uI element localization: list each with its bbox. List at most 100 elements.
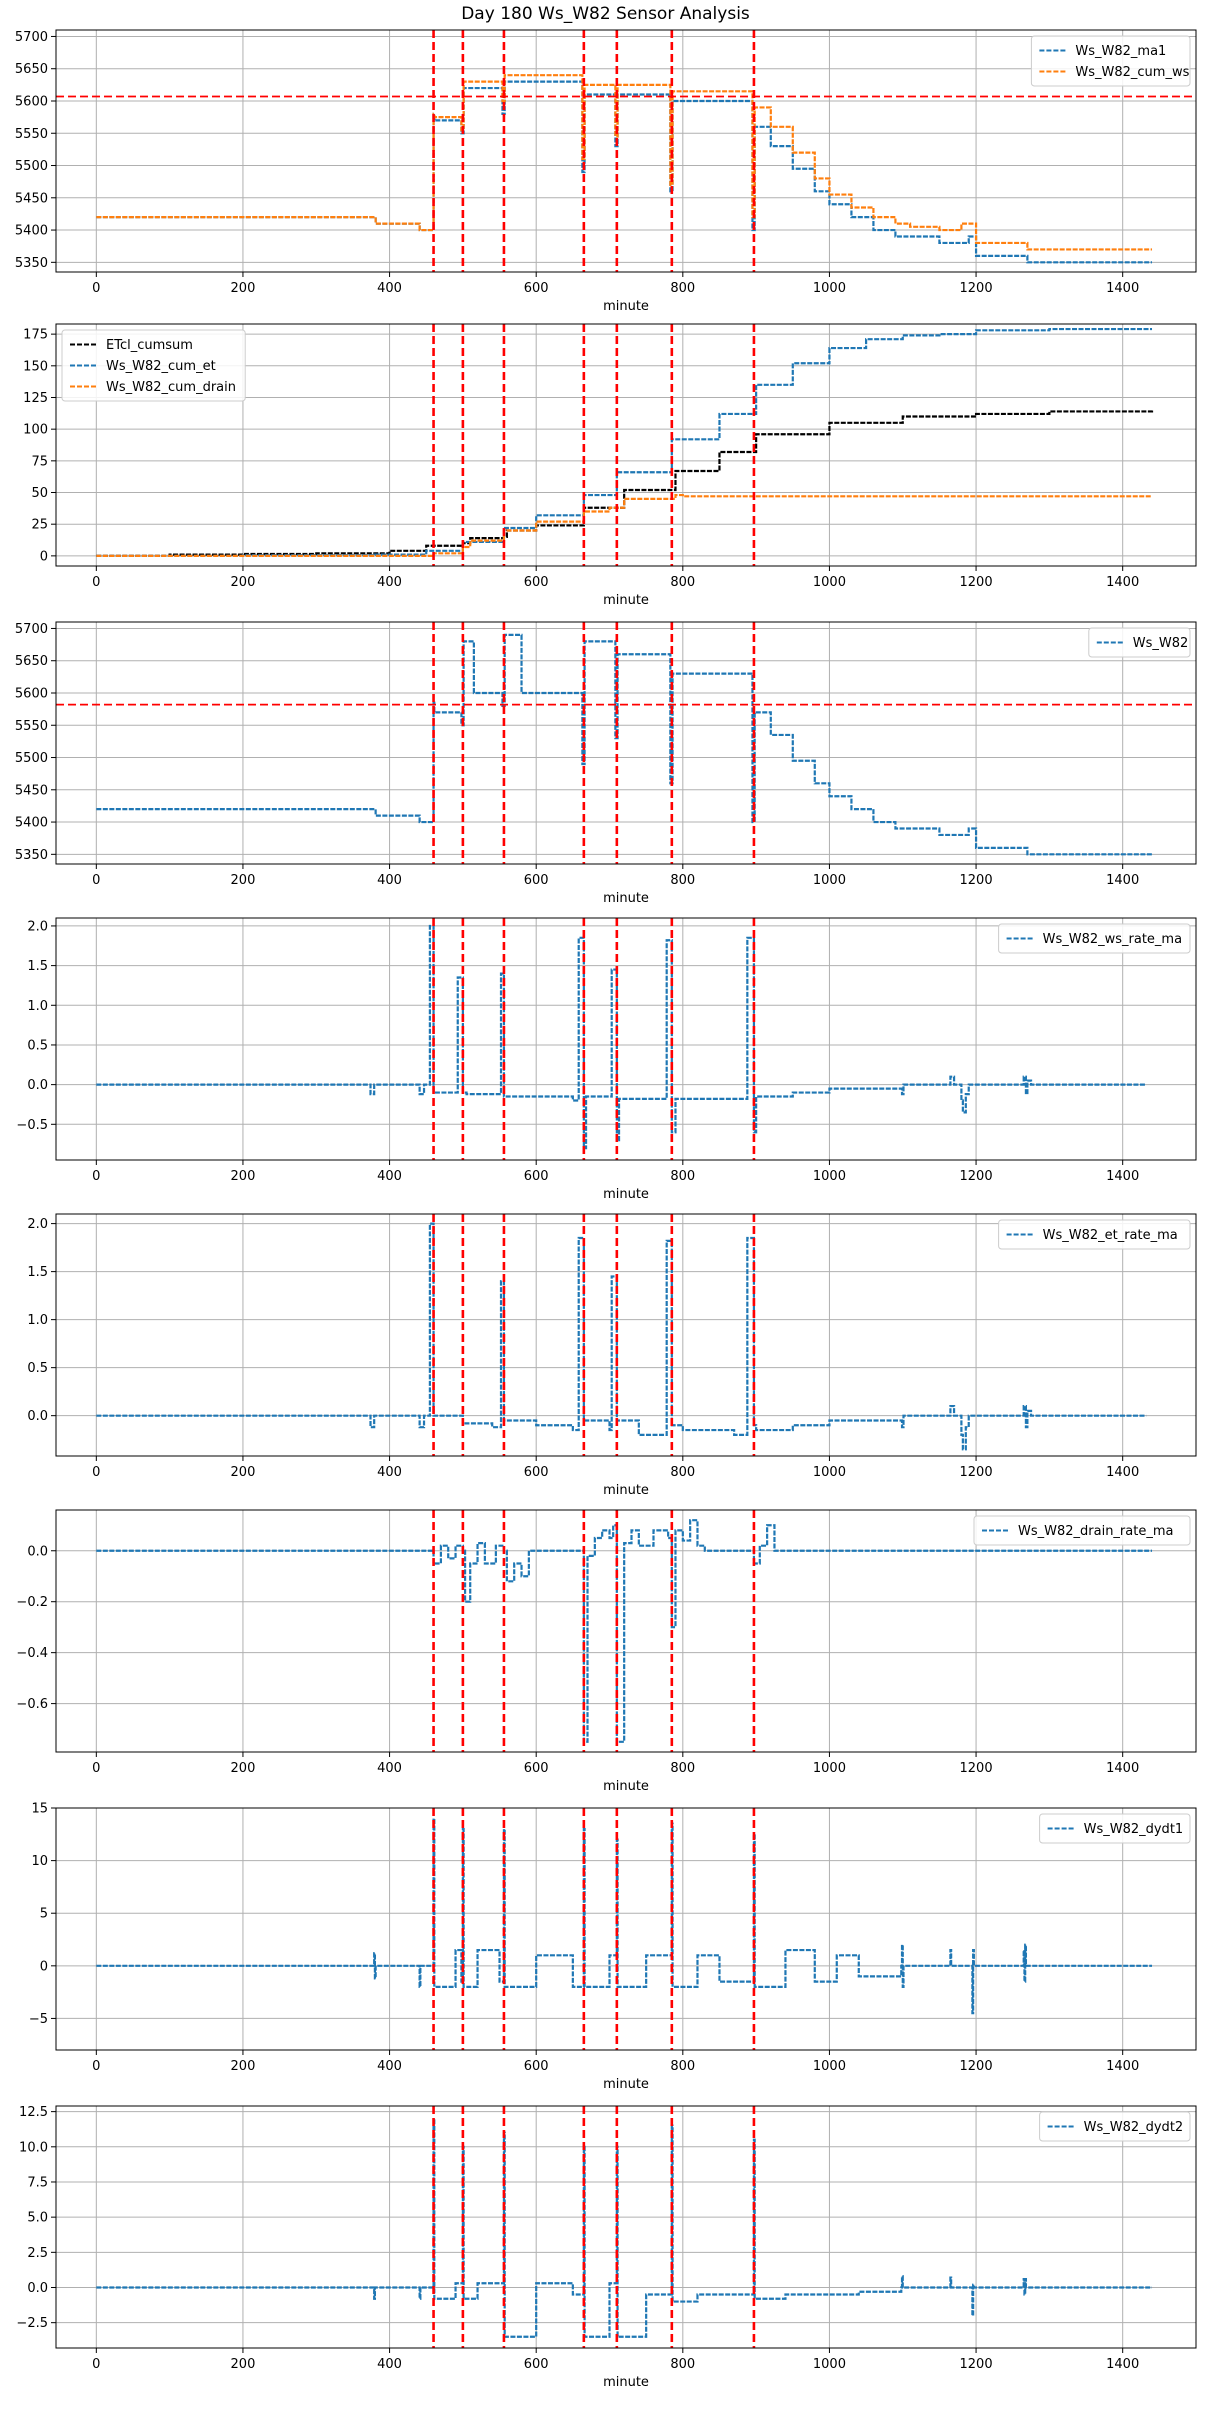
x-tick-label: 0 xyxy=(92,1761,100,1776)
y-tick-label: 7.5 xyxy=(27,2175,48,2190)
axes-frame xyxy=(55,917,1197,1161)
x-tick-label: 800 xyxy=(670,1169,695,1184)
series-line-Ws_W82_drain_rate_ma xyxy=(96,1519,1153,1743)
y-tick-label: 175 xyxy=(23,328,48,343)
x-tick-label: 1000 xyxy=(813,873,846,888)
y-tick-label: 5700 xyxy=(15,622,48,637)
plot-area xyxy=(96,1808,1153,2050)
legend-label: Ws_W82_dydt1 xyxy=(1084,1822,1184,1837)
series-line-Ws_W82 xyxy=(96,633,1153,856)
legend: Ws_W82_ma1 Ws_W82_cum_ws xyxy=(1030,35,1191,87)
legend: Ws_W82_dydt2 xyxy=(1039,2111,1191,2142)
y-tick-label: 10.0 xyxy=(19,2140,48,2155)
y-tick-label: 5600 xyxy=(15,94,48,109)
x-tick-label: 1000 xyxy=(813,575,846,590)
y-tick-label: 5650 xyxy=(15,654,48,669)
y-tick-label: 5350 xyxy=(15,848,48,863)
x-tick-label: 0 xyxy=(92,1169,100,1184)
chart-panel-3: 0 200 400 600 800 1000 1200 1400 5350 5400 5450 550… xyxy=(15,621,1197,906)
y-tick-label: 1.5 xyxy=(27,1265,48,1280)
y-tick-label: 15 xyxy=(31,1802,48,1817)
y-tick-label: 5550 xyxy=(15,719,48,734)
plot-area xyxy=(96,1214,1147,1456)
y-tick-label: 0.0 xyxy=(27,1544,48,1559)
x-tick-label: 1400 xyxy=(1106,281,1139,296)
axes-frame xyxy=(55,29,1197,273)
axes-frame xyxy=(55,1213,1197,1457)
y-tick-label: 100 xyxy=(23,423,48,438)
x-tick-label: 800 xyxy=(670,2059,695,2074)
x-axis-label: minute xyxy=(603,1187,649,1202)
x-axis-label: minute xyxy=(603,2375,649,2390)
series-line-Ws_W82_ws_rate_ma xyxy=(96,924,1147,1150)
y-tick-label: 5400 xyxy=(15,816,48,831)
x-tick-label: 600 xyxy=(524,2059,549,2074)
x-tick-label: 1400 xyxy=(1106,1761,1139,1776)
legend-box xyxy=(1030,35,1191,87)
x-tick-label: 400 xyxy=(377,873,402,888)
x-tick-label: 400 xyxy=(377,281,402,296)
y-tick-label: 0.0 xyxy=(27,1409,48,1424)
chart-panel-7: 0 200 400 600 800 1000 1200 1400 −5 0 5 10 15 minute W… xyxy=(29,1802,1197,2092)
figure-title: Day 180 Ws_W82 Sensor Analysis xyxy=(461,4,750,24)
x-tick-label: 1200 xyxy=(960,575,993,590)
legend-box xyxy=(1088,627,1191,658)
x-tick-label: 1400 xyxy=(1106,575,1139,590)
y-tick-label: −5 xyxy=(29,2012,48,2027)
x-tick-label: 400 xyxy=(377,1761,402,1776)
x-tick-label: 800 xyxy=(670,1465,695,1480)
x-tick-label: 1000 xyxy=(813,2059,846,2074)
x-tick-label: 600 xyxy=(524,575,549,590)
legend-label: Ws_W82_cum_drain xyxy=(106,380,236,395)
x-tick-label: 1200 xyxy=(960,2059,993,2074)
y-tick-label: −2.5 xyxy=(16,2316,48,2331)
x-axis-label: minute xyxy=(603,1483,649,1498)
x-tick-label: 1200 xyxy=(960,1761,993,1776)
x-tick-label: 1400 xyxy=(1106,873,1139,888)
x-tick-label: 1400 xyxy=(1106,2357,1139,2372)
y-tick-label: 5650 xyxy=(15,62,48,77)
y-tick-label: −0.4 xyxy=(16,1646,48,1661)
x-tick-label: 600 xyxy=(524,281,549,296)
y-tick-label: 0.5 xyxy=(27,1038,48,1053)
y-tick-label: 0 xyxy=(40,549,48,564)
y-tick-label: 75 xyxy=(31,454,48,469)
y-tick-label: 125 xyxy=(23,391,48,406)
axes-frame xyxy=(55,1509,1197,1753)
plot-area xyxy=(56,30,1196,272)
x-tick-label: 600 xyxy=(524,1761,549,1776)
x-tick-label: 1400 xyxy=(1106,1465,1139,1480)
y-tick-label: 12.5 xyxy=(19,2105,48,2120)
x-tick-label: 600 xyxy=(524,1465,549,1480)
x-tick-label: 400 xyxy=(377,2357,402,2372)
legend-box xyxy=(1039,1813,1191,1844)
y-tick-label: −0.5 xyxy=(16,1118,48,1133)
legend-label: ETcl_cumsum xyxy=(106,338,193,353)
chart-panel-4: 0 200 400 600 800 1000 1200 1400 −0.5 0.0 0.5 1.0 1.… xyxy=(16,917,1197,1202)
y-tick-label: −0.2 xyxy=(16,1595,48,1610)
x-tick-label: 200 xyxy=(231,2059,256,2074)
legend: ETcl_cumsum Ws_W82_cum_et Ws_W82_cum_drain xyxy=(61,329,246,402)
legend-box xyxy=(998,923,1191,954)
y-tick-label: 0.5 xyxy=(27,1361,48,1376)
legend-label: Ws_W82_ws_rate_ma xyxy=(1043,932,1182,947)
x-tick-label: 800 xyxy=(670,2357,695,2372)
y-tick-label: 5 xyxy=(40,1907,48,1922)
x-tick-label: 1400 xyxy=(1106,2059,1139,2074)
y-tick-label: 1.0 xyxy=(27,999,48,1014)
x-tick-label: 1000 xyxy=(813,1465,846,1480)
legend-box xyxy=(61,329,246,402)
legend-label: Ws_W82 xyxy=(1133,636,1189,651)
y-tick-label: 0.0 xyxy=(27,1078,48,1093)
chart-panel-8: 0 200 400 600 800 1000 1200 1400 −2.5 0.0 2.5 5.0 7.… xyxy=(16,2105,1197,2390)
x-axis-label: minute xyxy=(603,1779,649,1794)
y-tick-label: 5450 xyxy=(15,191,48,206)
y-tick-label: 0 xyxy=(40,1959,48,1974)
y-tick-label: 2.5 xyxy=(27,2246,48,2261)
y-tick-label: −0.6 xyxy=(16,1697,48,1712)
chart-panel-6: 0 200 400 600 800 1000 1200 1400 −0.6 −0.4 −0.2 0.0… xyxy=(16,1509,1197,1794)
legend: Ws_W82 xyxy=(1088,627,1191,658)
x-tick-label: 0 xyxy=(92,575,100,590)
axes-frame xyxy=(55,621,1197,865)
